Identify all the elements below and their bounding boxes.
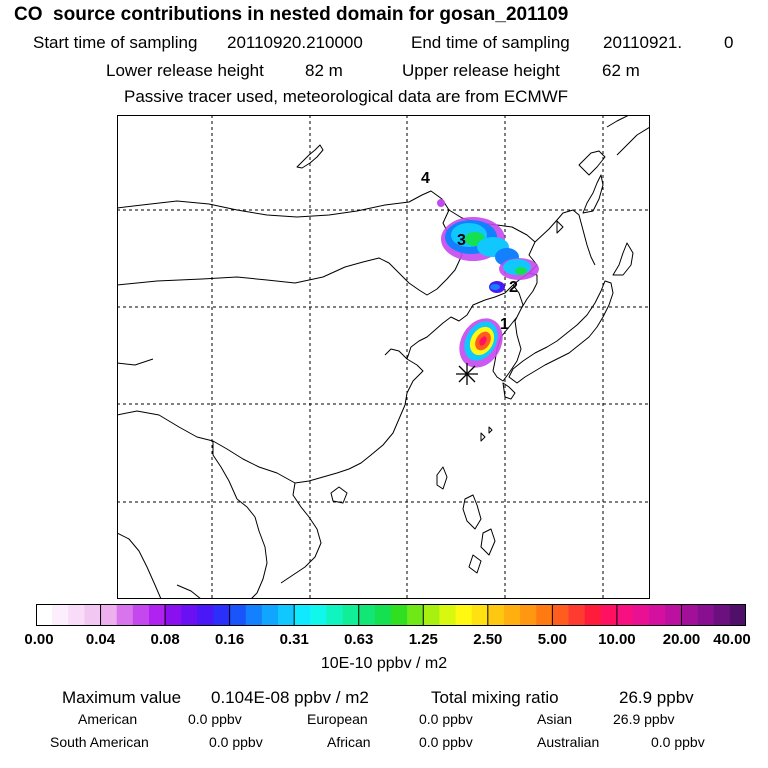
colorbar-cell [584,604,602,626]
colorbar-cell [391,604,408,626]
contribution-value: 0.0 ppbv [188,711,242,727]
colorbar-cell [100,604,118,626]
receptor-marker [456,363,478,385]
colorbar-cell [520,604,537,626]
colorbar-cell [536,604,553,626]
colorbar-cell [52,604,69,626]
colorbar-cell [633,604,650,626]
contribution-name: European [307,711,368,727]
map-frame [117,115,650,599]
colorbar-units: 10E-10 ppbv / m2 [320,655,448,672]
colorbar-cell [665,604,683,626]
tracer-plume [437,199,539,368]
contribution-value: 0.0 ppbv [419,734,473,750]
colorbar-tick-label: 0.08 [150,631,180,648]
upper-release-value: 62 m [602,61,640,80]
end-time-hour: 0 [724,33,734,52]
colorbar-tick-label: 0.16 [214,631,245,648]
map-panel: 1 2 3 4 [117,115,650,599]
max-value-label: Maximum value [62,688,182,707]
contribution-name: African [327,734,371,750]
plot-title: CO source contributions in nested domain… [14,4,569,25]
colorbar-cell [697,604,715,626]
total-mixing-label: Total mixing ratio [431,688,559,707]
start-time-value: 20110920.210000 [227,33,363,52]
coastlines-and-borders [117,115,650,599]
colorbar-cell [503,604,521,626]
lower-release-value: 82 m [305,61,343,80]
colorbar-cell [471,604,489,626]
map-gridlines [117,115,650,599]
colorbar-cell [229,604,247,626]
colorbar-cell [681,604,699,626]
contribution-name: Australian [537,734,600,750]
colorbar-cell [181,604,198,626]
max-value: 0.104E-08 ppbv / m2 [211,688,369,707]
end-time-label: End time of sampling [411,33,570,52]
colorbar-cell [326,604,344,626]
colorbar-cell [439,604,457,626]
colorbar-cell [487,604,505,626]
colorbar-cell [116,604,134,626]
contribution-value: 0.0 ppbv [419,711,473,727]
colorbar-cell [197,604,215,626]
contribution-value: 26.9 ppbv [613,711,675,727]
colorbar-cell [278,604,295,626]
colorbar-tick-label: 0.31 [279,631,309,648]
colorbar-cell [713,604,731,626]
colorbar-cell [36,604,53,626]
colorbar-tick-label: 0.04 [85,631,116,648]
colorbar-cell [261,604,279,626]
colorbar-cell [310,604,328,626]
colorbar-cell [552,604,570,626]
cluster-label-4: 4 [421,170,430,187]
colorbar-tick-label: 40.00 [713,631,751,648]
colorbar-cell [342,604,360,626]
colorbar-tick-label: 5.00 [537,631,567,648]
colorbar-cell [455,604,473,626]
colorbar-cell [649,604,666,626]
cluster-label-2: 2 [509,279,518,296]
colorbar-cell [616,604,634,626]
tracer-note: Passive tracer used, meteorological data… [124,87,569,106]
contribution-name: Asian [537,711,573,727]
cluster-label-1: 1 [500,316,509,333]
colorbar-cell [423,604,441,626]
colorbar-cell [148,604,166,626]
cluster-label-3: 3 [457,232,466,249]
colorbar-cell [84,604,102,626]
colorbar-cell [132,604,150,626]
colorbar-cell [568,604,586,626]
start-time-label: Start time of sampling [33,33,198,52]
colorbar-cell [213,604,231,626]
colorbar-cell [729,604,746,626]
colorbar-cell [245,604,263,626]
colorbar-tick-label: 1.25 [408,631,438,648]
colorbar-tick-label: 0.00 [24,631,54,648]
contribution-value: 0.0 ppbv [209,734,263,750]
colorbar-cell [358,604,376,626]
colorbar-cell [374,604,392,626]
colorbar-tick-label: 0.63 [344,631,374,648]
colorbar-tick-label: 20.00 [662,631,701,648]
colorbar-cell [165,604,182,626]
upper-release-label: Upper release height [402,61,560,80]
colorbar-cell [407,604,424,626]
total-mixing-value: 26.9 ppbv [619,688,694,707]
colorbar-tick-label: 10.00 [598,631,636,648]
contribution-value: 0.0 ppbv [651,734,705,750]
colorbar-cell [68,604,86,626]
colorbar-cell [600,604,618,626]
colorbar-cell [294,604,311,626]
colorbar [36,604,746,626]
lower-release-label: Lower release height [106,61,264,80]
contribution-name: American [78,711,138,727]
end-time-value: 20110921. [603,33,683,52]
contribution-name: South American [50,734,149,750]
colorbar-tick-label: 2.50 [473,631,503,648]
